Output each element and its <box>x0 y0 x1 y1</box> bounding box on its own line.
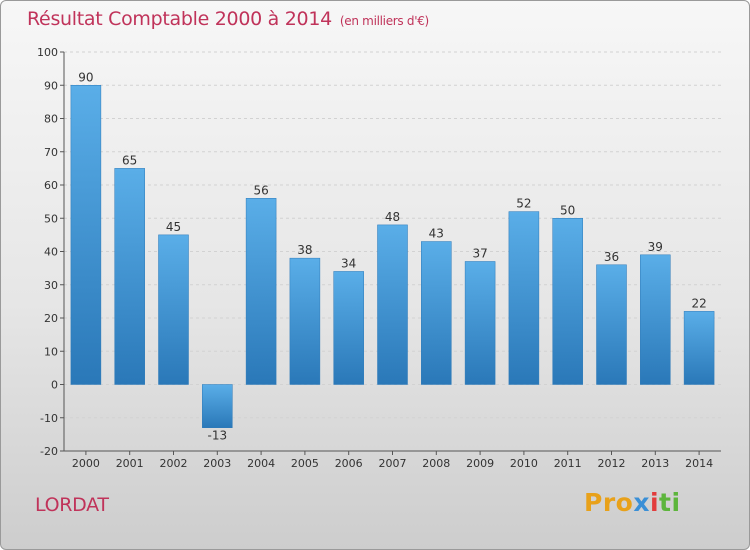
bar-value-label: 90 <box>78 70 93 84</box>
x-tick-label: 2000 <box>72 457 100 470</box>
y-tick-label: 50 <box>44 212 58 225</box>
logo-part-1: Pro <box>584 488 634 517</box>
bar-value-label: 39 <box>648 240 663 254</box>
x-tick-label: 2013 <box>641 457 669 470</box>
logo-part-3: i <box>649 488 660 517</box>
x-tick-label: 2001 <box>116 457 144 470</box>
bar-value-label: 36 <box>604 250 619 264</box>
x-tick-label: 2010 <box>510 457 538 470</box>
bar <box>245 198 277 385</box>
bar-value-label: 43 <box>429 227 444 241</box>
bar <box>70 85 102 385</box>
x-tick-label: 2005 <box>291 457 319 470</box>
y-tick-label: 20 <box>44 312 58 325</box>
chart-title: Résultat Comptable 2000 à 2014 (en millie… <box>27 8 429 30</box>
bar-value-label: 38 <box>297 243 312 257</box>
logo-part-4: ti <box>659 488 681 517</box>
bar-value-label: -13 <box>207 429 227 443</box>
bar-value-label: 45 <box>166 220 181 234</box>
y-tick-label: 60 <box>44 179 58 192</box>
x-tick-label: 2007 <box>379 457 407 470</box>
y-tick-label: 90 <box>44 79 58 92</box>
title-text: Résultat Comptable 2000 à 2014 <box>27 8 332 30</box>
bar <box>640 254 671 385</box>
chart-subtitle: (en milliers d'€) <box>339 14 429 28</box>
x-tick-label: 2002 <box>160 457 188 470</box>
bar <box>596 264 627 385</box>
y-tick-label: 100 <box>37 46 58 59</box>
bar-value-label: 65 <box>122 153 137 167</box>
x-tick-label: 2009 <box>466 457 494 470</box>
bar <box>333 271 364 385</box>
bar-value-label: 34 <box>341 256 356 270</box>
y-tick-label: 40 <box>44 246 58 259</box>
bar-value-label: 48 <box>385 210 400 224</box>
bar <box>683 311 715 385</box>
y-tick-label: 0 <box>51 379 58 392</box>
y-tick-label: 80 <box>44 113 58 126</box>
y-tick-label: -20 <box>40 445 58 458</box>
y-tick-label: -10 <box>40 412 58 425</box>
y-tick-label: 30 <box>44 279 58 292</box>
y-tick-label: 70 <box>44 146 58 159</box>
x-tick-label: 2003 <box>203 457 231 470</box>
bar <box>158 234 189 385</box>
x-tick-label: 2008 <box>422 457 450 470</box>
bar <box>464 261 496 385</box>
bar-value-label: 56 <box>253 183 268 197</box>
x-tick-label: 2004 <box>247 457 275 470</box>
bar <box>289 257 321 385</box>
x-tick-label: 2014 <box>685 457 713 470</box>
commune-name: LORDAT <box>35 494 109 516</box>
bar-value-label: 50 <box>560 203 575 217</box>
logo-part-2: x <box>633 488 650 517</box>
bar <box>552 218 583 385</box>
x-tick-label: 2012 <box>598 457 626 470</box>
bar <box>202 384 233 428</box>
bar-value-label: 37 <box>472 246 487 260</box>
bar <box>377 224 408 385</box>
bar <box>114 168 145 385</box>
bar <box>508 211 540 385</box>
x-tick-label: 2006 <box>335 457 363 470</box>
x-tick-label: 2011 <box>554 457 582 470</box>
bar-value-label: 22 <box>691 296 706 310</box>
bar-value-label: 52 <box>516 197 531 211</box>
proxiti-logo: Proxiti <box>584 488 681 517</box>
y-tick-label: 10 <box>44 345 58 358</box>
bar <box>421 241 452 385</box>
